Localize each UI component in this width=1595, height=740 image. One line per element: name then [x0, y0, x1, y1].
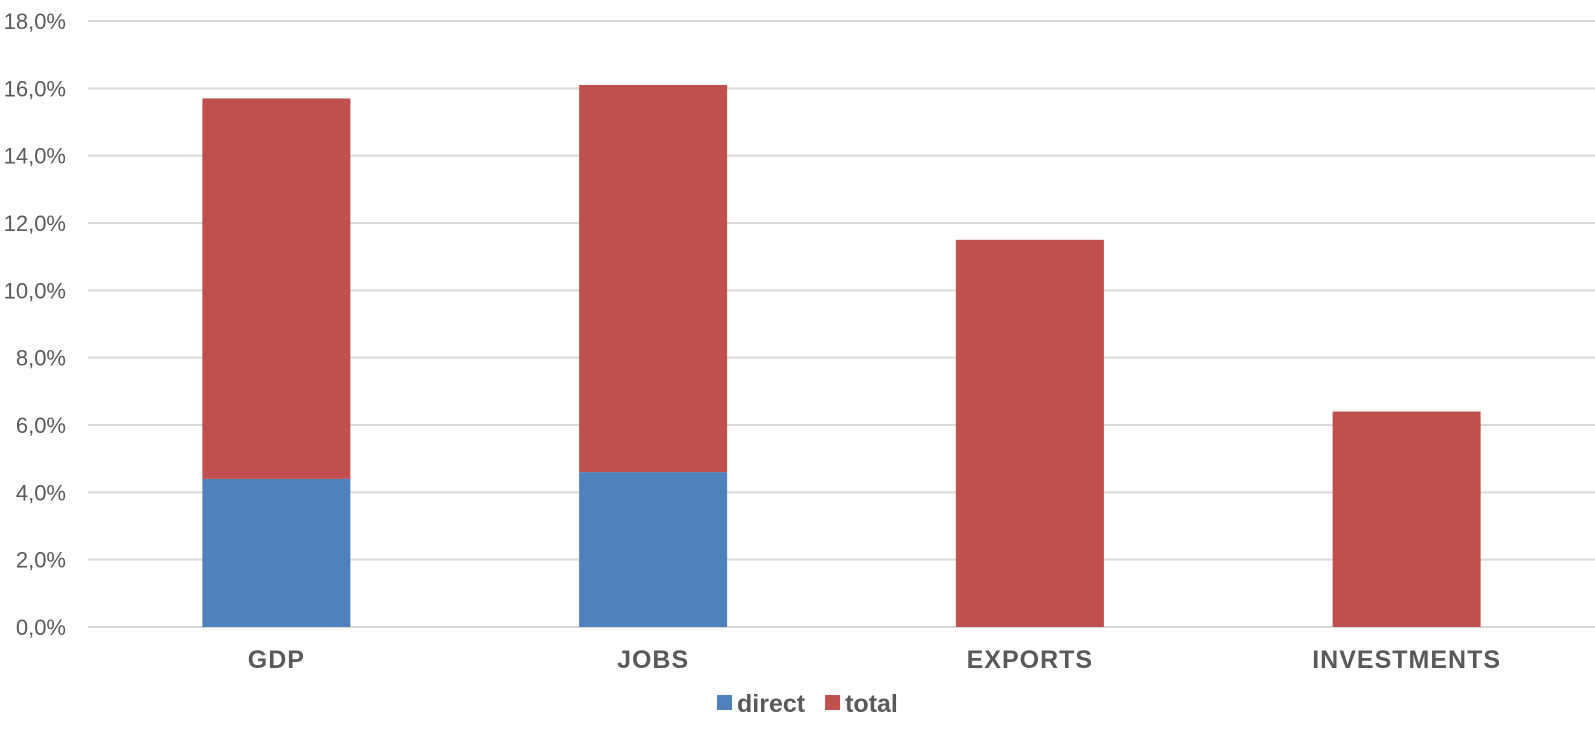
bar-total-exports [955, 239, 1104, 628]
bars [202, 84, 1481, 628]
y-tick-label: 12,0% [4, 211, 66, 236]
legend-swatch-total [825, 695, 841, 710]
y-tick-label: 10,0% [4, 278, 66, 303]
y-tick-label: 18,0% [4, 9, 66, 34]
y-tick-label: 4,0% [16, 480, 66, 505]
y-tick-label: 8,0% [16, 346, 66, 371]
bar-total-investments [1332, 411, 1481, 627]
y-tick-label: 6,0% [16, 413, 66, 438]
x-tick-label: INVESTMENTS [1312, 646, 1501, 674]
legend-label-total: total [845, 690, 898, 718]
bar-direct-gdp [202, 478, 351, 627]
legend: direct total [717, 690, 898, 718]
y-axis-tick-labels: 0,0% 2,0% 4,0% 6,0% 8,0% 10,0% 12,0% 14,0% 16,0%… [4, 9, 66, 640]
legend-swatch-direct [717, 695, 732, 710]
y-tick-label: 2,0% [16, 548, 66, 573]
x-axis-tick-labels: GDP JOBS EXPORTS INVESTMENTS [248, 646, 1501, 674]
x-tick-label: EXPORTS [967, 646, 1093, 674]
legend-label-direct: direct [737, 690, 806, 718]
y-tick-label: 0,0% [16, 615, 66, 640]
x-tick-label: JOBS [617, 646, 689, 674]
y-tick-label: 14,0% [4, 144, 66, 169]
bar-total-gdp [202, 98, 351, 479]
bar-direct-jobs [579, 472, 728, 627]
x-tick-label: GDP [248, 646, 305, 674]
y-tick-label: 16,0% [4, 76, 66, 101]
bar-total-jobs [579, 84, 728, 473]
